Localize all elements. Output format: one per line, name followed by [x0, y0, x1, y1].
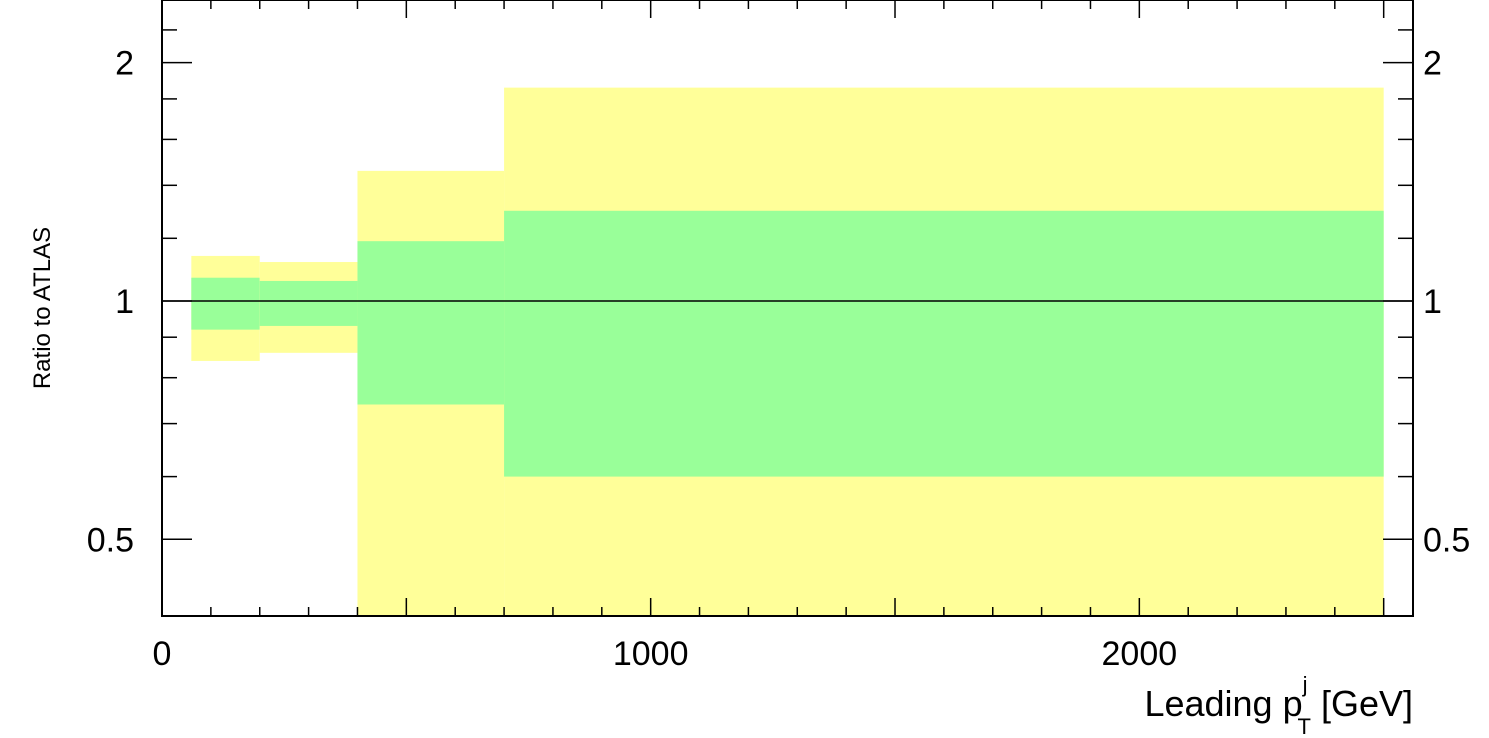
green-band-bin-3	[504, 210, 1384, 477]
x-tick-label-0: 0	[153, 635, 172, 673]
plot-frame	[161, 0, 1414, 617]
y-tick-label-left-0: 0.5	[87, 521, 134, 559]
x-axis-label: Leading pj T [GeV]	[1144, 672, 1413, 738]
x-axis-label-superscript: j	[1302, 672, 1308, 697]
tick-labels: 0 1000 2000 0.5 0.5 1 1 2 2	[87, 45, 1471, 673]
green-band-bin-1	[259, 280, 358, 326]
y-tick-label-right-1: 1	[1423, 283, 1442, 321]
axis-ticks	[161, 0, 1413, 617]
x-tick-label-2: 2000	[1102, 635, 1178, 673]
y-tick-label-right-0: 0.5	[1423, 521, 1470, 559]
y-tick-label-left-1: 1	[115, 283, 134, 321]
x-axis-label-prefix: Leading p	[1144, 683, 1302, 724]
y-tick-label-left-2: 2	[115, 45, 134, 83]
x-tick-label-1: 1000	[613, 635, 689, 673]
green-band-bin-2	[357, 241, 505, 405]
x-axis-label-subscript: T	[1298, 714, 1311, 738]
x-axis-label-suffix: [GeV]	[1311, 683, 1413, 724]
uncertainty-bands	[191, 87, 1384, 616]
y-tick-label-right-2: 2	[1423, 45, 1442, 83]
green-band-bin-0	[191, 277, 260, 330]
y-axis-label: Ratio to ATLAS	[29, 227, 56, 389]
